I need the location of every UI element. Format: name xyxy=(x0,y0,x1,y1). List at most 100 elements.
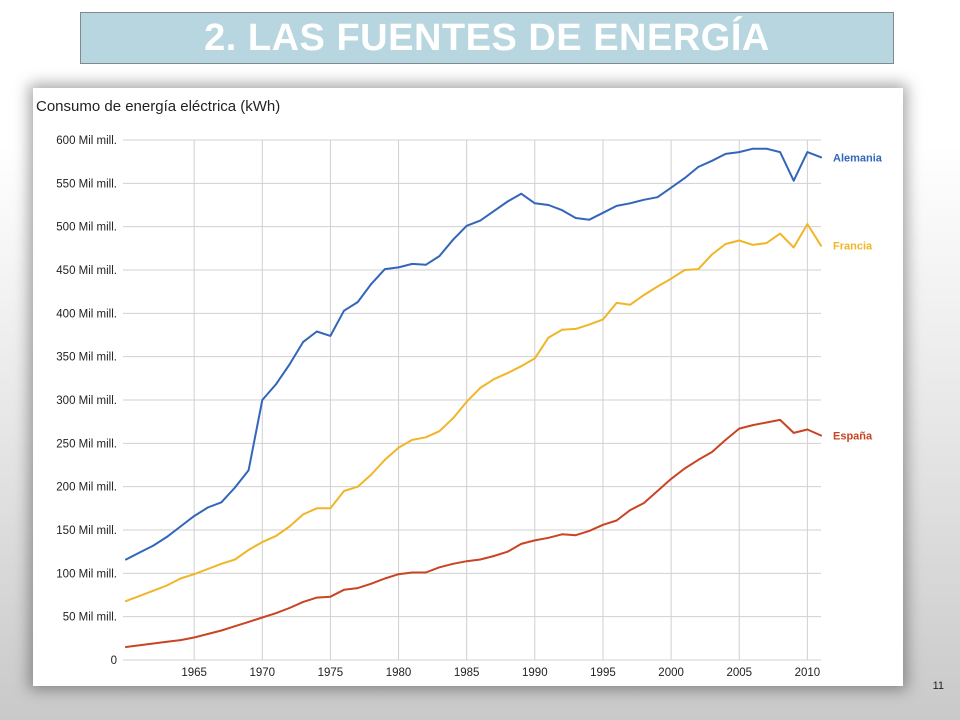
data-point-francia xyxy=(275,535,277,537)
chart-title: Consumo de energía eléctrica (kWh) xyxy=(36,98,280,115)
data-point-alemania xyxy=(275,383,277,386)
slide-title: 2. LAS FUENTES DE ENERGÍA xyxy=(204,17,770,59)
data-point-españa xyxy=(479,558,482,561)
y-tick-label: 50 Mil mill. xyxy=(63,612,117,624)
series-label-españa: España xyxy=(833,431,873,443)
data-point-alemania xyxy=(574,217,577,219)
x-axis-tick-labels: 1965 1970 1975 1980 1985 1990 1995 2000 2005 2010 xyxy=(181,667,820,679)
data-point-alemania xyxy=(206,506,209,509)
data-point-alemania xyxy=(438,255,441,258)
data-point-españa xyxy=(275,612,277,615)
data-point-francia xyxy=(152,589,155,592)
data-point-alemania xyxy=(656,196,659,199)
data-point-alemania xyxy=(697,165,700,168)
data-point-francia xyxy=(438,430,441,433)
y-tick-label: 500 Mil mill. xyxy=(56,222,117,234)
data-point-españa xyxy=(806,428,809,431)
x-tick-label: 1980 xyxy=(386,667,412,679)
data-point-francia xyxy=(397,446,400,449)
slide-title-box: 2. LAS FUENTES DE ENERGÍA xyxy=(80,12,894,64)
data-point-alemania xyxy=(465,224,468,227)
grid-layer xyxy=(123,139,821,661)
data-point-francia xyxy=(765,242,768,245)
data-point-francia xyxy=(574,328,577,330)
data-point-francia xyxy=(411,438,414,441)
data-point-españa xyxy=(125,646,127,648)
data-point-francia xyxy=(642,294,645,297)
data-point-españa xyxy=(792,432,795,434)
data-point-españa xyxy=(765,421,768,424)
data-point-alemania xyxy=(670,186,672,189)
data-point-alemania xyxy=(302,341,305,343)
data-point-españa xyxy=(452,562,454,565)
data-point-españa xyxy=(779,419,782,421)
data-point-españa xyxy=(397,573,400,576)
data-point-alemania xyxy=(247,469,250,472)
data-point-alemania xyxy=(711,159,713,162)
data-point-alemania xyxy=(724,152,727,155)
data-point-alemania xyxy=(397,266,400,269)
data-point-francia xyxy=(206,568,209,570)
data-point-alemania xyxy=(411,263,414,265)
data-point-francia xyxy=(493,378,495,381)
data-point-francia xyxy=(683,269,686,271)
data-point-españa xyxy=(179,639,182,641)
data-point-alemania xyxy=(234,486,236,489)
data-point-españa xyxy=(738,427,741,430)
y-axis-tick-labels: 0 50 Mil mill. 100 Mil mill. 150 Mil mill. 2… xyxy=(56,135,117,667)
data-point-francia xyxy=(602,318,604,321)
data-point-alemania xyxy=(261,399,264,401)
data-point-españa xyxy=(602,523,604,526)
data-point-españa xyxy=(506,550,509,553)
data-point-alemania xyxy=(765,147,768,150)
series-labels: Alemania Francia España xyxy=(833,152,883,442)
data-point-alemania xyxy=(806,151,809,154)
data-point-alemania xyxy=(520,192,523,195)
data-point-alemania xyxy=(738,151,741,154)
data-point-alemania xyxy=(629,202,632,205)
data-point-españa xyxy=(343,588,345,591)
data-point-francia xyxy=(479,386,482,389)
data-point-españa xyxy=(642,502,645,505)
data-point-españa xyxy=(315,596,318,599)
data-point-alemania xyxy=(493,210,495,212)
data-point-españa xyxy=(629,509,632,511)
y-tick-label: 450 Mil mill. xyxy=(56,265,117,277)
data-point-francia xyxy=(261,541,264,544)
series-label-francia: Francia xyxy=(833,241,873,253)
data-point-españa xyxy=(206,633,209,635)
data-point-españa xyxy=(547,536,550,539)
series-line-españa xyxy=(125,418,822,648)
data-point-españa xyxy=(247,620,250,623)
data-point-españa xyxy=(670,477,672,480)
data-point-alemania xyxy=(547,204,550,206)
data-point-francia xyxy=(452,417,454,420)
data-point-francia xyxy=(302,513,305,516)
data-point-españa xyxy=(574,534,577,537)
x-tick-label: 1995 xyxy=(590,667,616,679)
data-point-alemania xyxy=(615,204,618,207)
x-tick-label: 1985 xyxy=(454,667,480,679)
data-point-francia xyxy=(724,243,727,245)
data-point-alemania xyxy=(329,334,332,337)
data-point-francia xyxy=(343,490,345,492)
y-tick-label: 350 Mil mill. xyxy=(56,352,117,364)
data-point-alemania xyxy=(588,218,591,221)
data-point-españa xyxy=(302,601,305,603)
chart-card: Consumo de energía eléctrica (kWh) 0 50 M… xyxy=(33,88,903,686)
data-point-francia xyxy=(656,285,659,288)
data-point-francia xyxy=(315,507,318,510)
data-point-alemania xyxy=(533,202,536,205)
data-point-alemania xyxy=(642,198,645,201)
y-tick-label: 250 Mil mill. xyxy=(56,438,117,450)
data-point-alemania xyxy=(683,177,686,180)
data-point-españa xyxy=(683,467,686,470)
data-point-francia xyxy=(561,328,563,331)
data-point-españa xyxy=(465,560,468,563)
data-point-alemania xyxy=(384,268,386,271)
x-tick-label: 1965 xyxy=(181,667,207,679)
data-point-francia xyxy=(125,600,127,602)
data-point-alemania xyxy=(792,179,795,182)
data-point-alemania xyxy=(370,282,373,285)
series-line-alemania xyxy=(125,147,822,561)
